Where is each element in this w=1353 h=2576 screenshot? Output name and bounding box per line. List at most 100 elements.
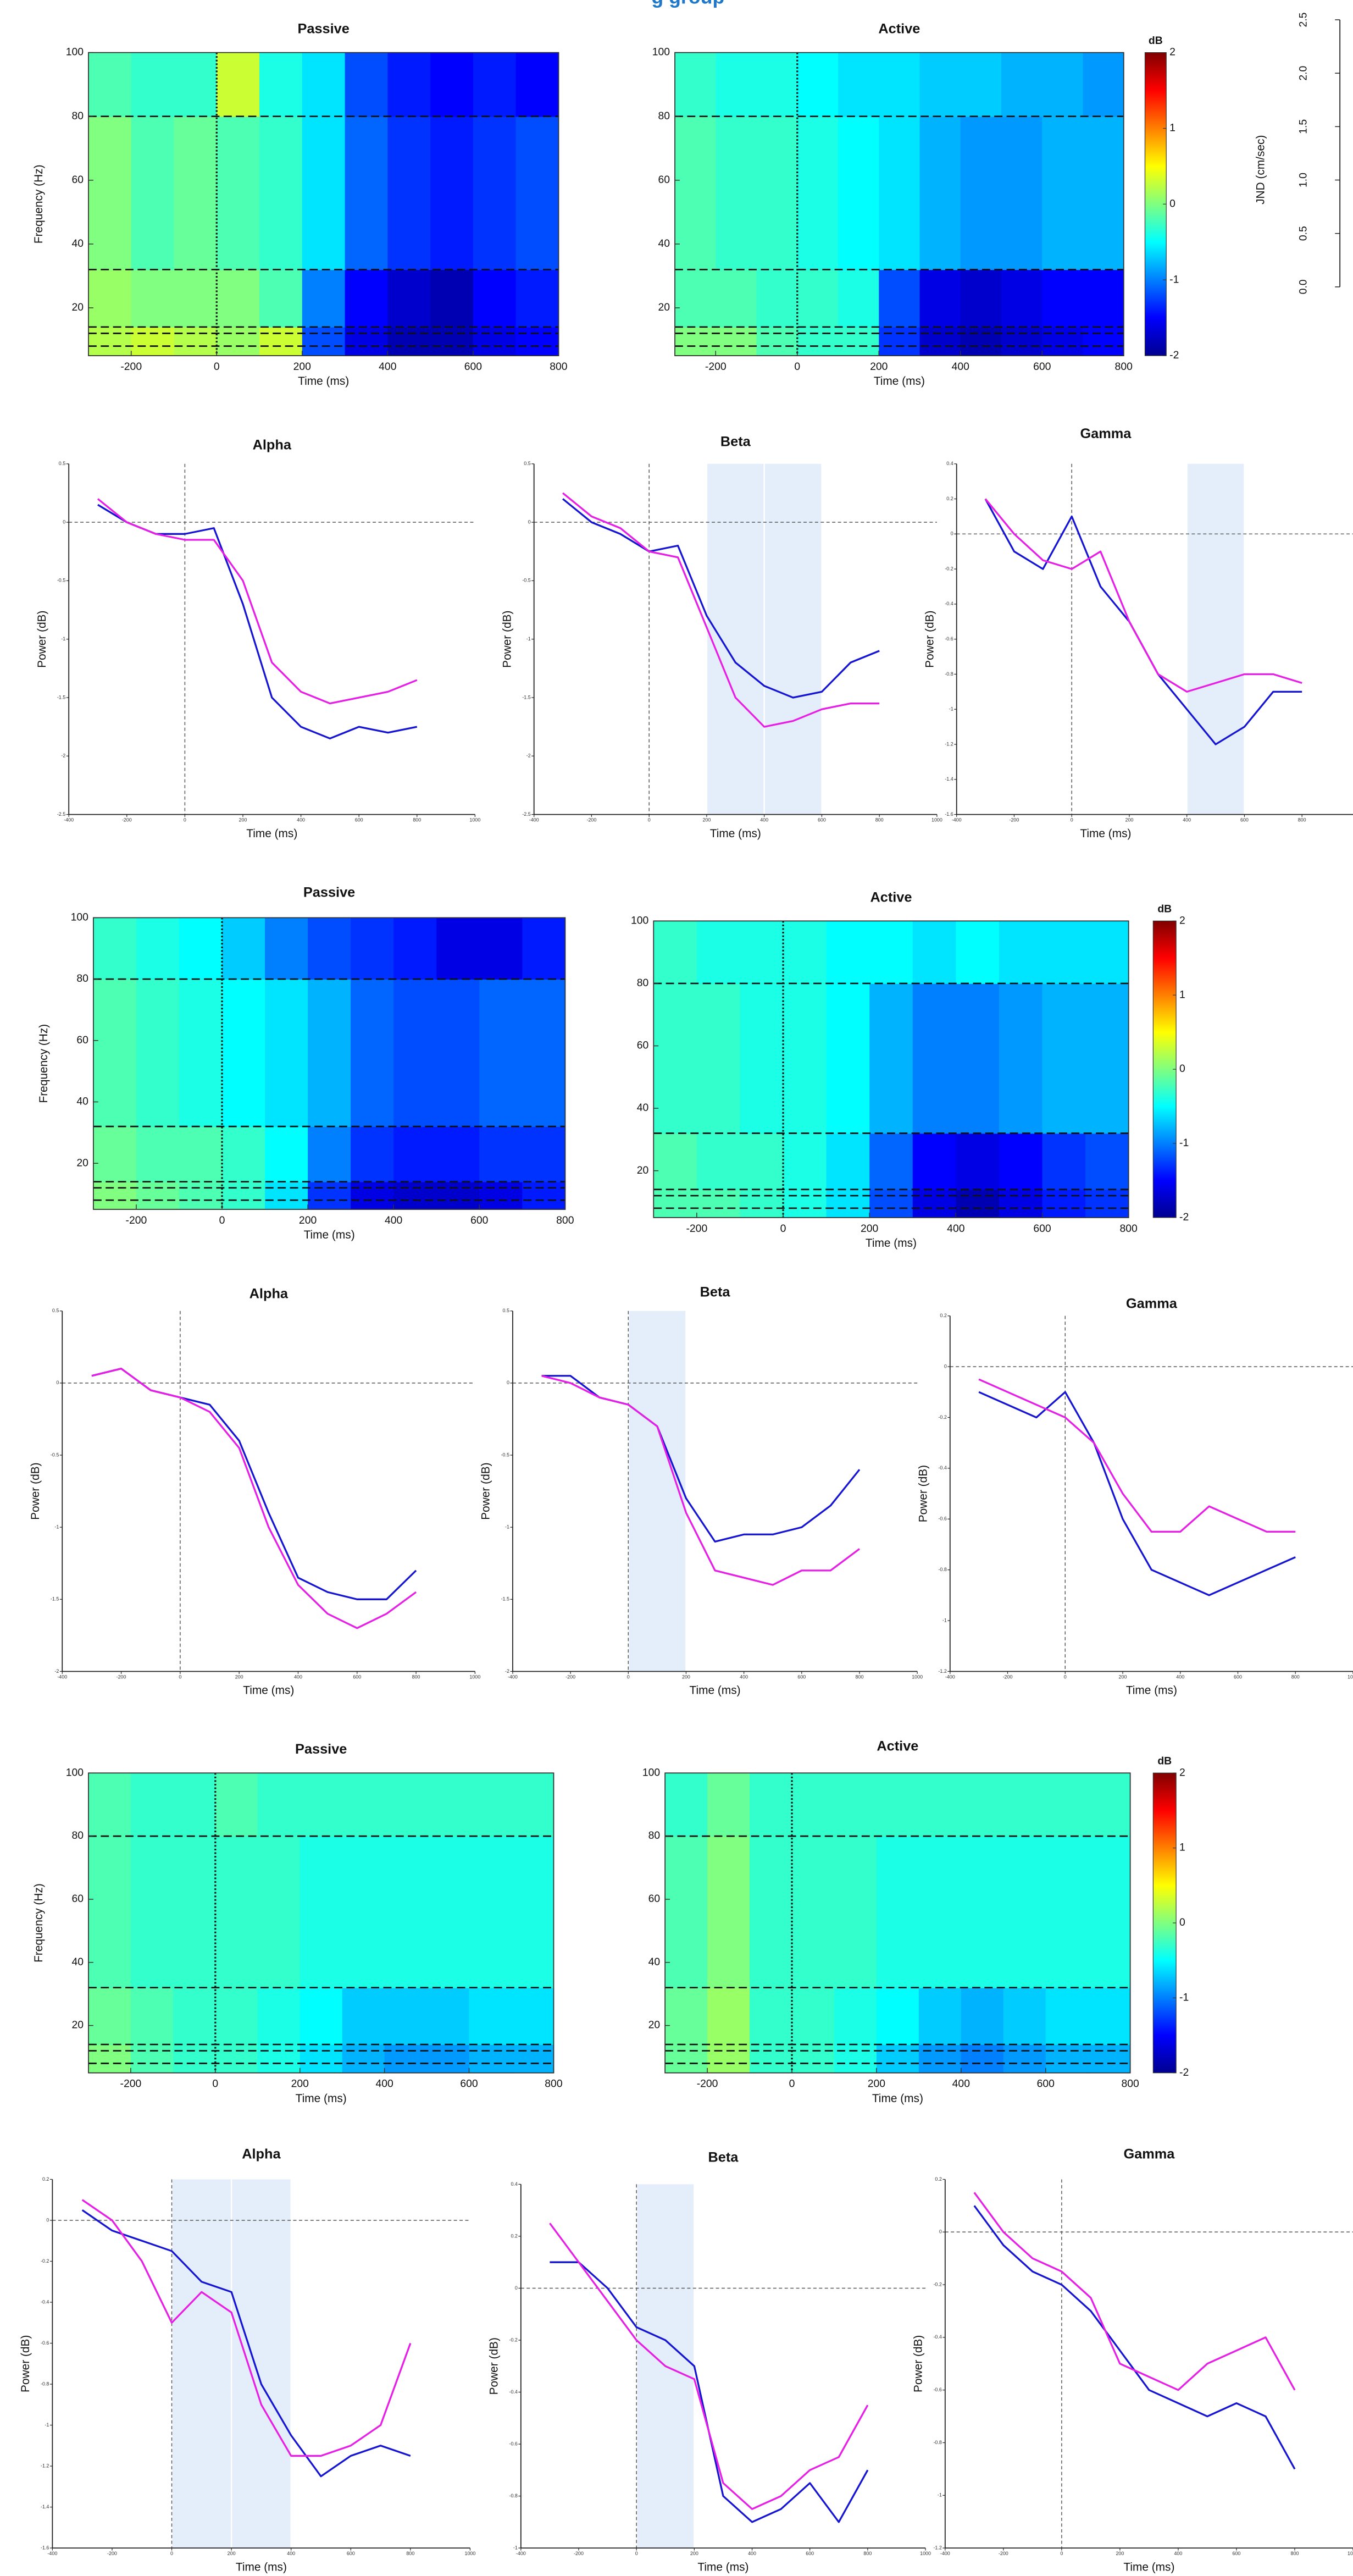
y-axis-label: Power (dB) — [19, 2335, 32, 2392]
x-axis-label: Time (ms) — [1080, 827, 1131, 840]
heat-cell — [511, 2044, 554, 2074]
heat-cell — [393, 1181, 437, 1210]
x-tick-label: 200 — [293, 361, 312, 373]
heat-cell — [1001, 52, 1043, 117]
heat-cell — [387, 327, 431, 356]
y-tick-label: -2.5 — [57, 811, 65, 817]
x-tick-label: 200 — [235, 1674, 243, 1679]
heat-cell — [665, 1836, 708, 1988]
x-tick-label: -200 — [117, 1674, 126, 1679]
heat-cell — [473, 116, 517, 270]
y-tick-label: -0.2 — [945, 566, 953, 571]
x-axis-label: Time (ms) — [296, 2092, 347, 2105]
y-tick-label: -0.4 — [933, 2334, 941, 2340]
chart-title: Alpha — [249, 1286, 289, 1302]
heat-cell — [426, 1836, 470, 1988]
x-tick-label: 400 — [952, 2078, 971, 2090]
x-axis-label: Time (ms) — [246, 827, 297, 840]
series-line — [562, 492, 880, 728]
heat-cell — [88, 269, 132, 328]
chart-title: Beta — [708, 2149, 739, 2165]
y-tick-label: -1 — [942, 1617, 947, 1623]
y-tick-label: -2 — [505, 1668, 509, 1674]
heat-cell — [696, 1189, 741, 1218]
plot-frame — [664, 1772, 1131, 2074]
y-tick-label: 20 — [76, 1157, 88, 1169]
heat-cell — [345, 116, 389, 270]
y-tick-label: 0 — [944, 1363, 947, 1369]
y-tick-label: 20 — [71, 301, 84, 313]
y-tick-label: 60 — [71, 1893, 84, 1905]
heat-cell — [879, 116, 921, 270]
y-tick-label: 0.4 — [511, 2181, 517, 2187]
heat-cell — [511, 1836, 554, 1988]
x-tick-label: -400 — [952, 817, 962, 822]
heat-cell — [696, 983, 741, 1134]
x-tick-label: -200 — [1009, 817, 1019, 822]
heat-cell — [300, 1773, 343, 1837]
heat-cell — [707, 2044, 750, 2074]
y-tick-label: -1 — [61, 636, 65, 642]
heat-cell — [876, 1987, 919, 2045]
x-tick-label: 400 — [1174, 2551, 1182, 2556]
heat-cell — [345, 269, 389, 328]
heat-cell — [1042, 116, 1084, 270]
chart-title: Active — [870, 889, 912, 905]
x-tick-label: 200 — [291, 2078, 309, 2090]
y-tick-label: 1.0 — [1297, 173, 1310, 187]
y-tick-label: -0.5 — [57, 578, 65, 583]
series-line — [541, 1375, 860, 1586]
heat-cell — [351, 1126, 395, 1182]
heat-cell — [342, 1987, 385, 2045]
y-tick-label: -2 — [61, 753, 65, 759]
x-tick-label: 200 — [870, 361, 888, 373]
y-axis-label: JND (cm/sec) — [1255, 135, 1267, 204]
heat-cell — [174, 327, 218, 356]
heat-cell — [653, 983, 697, 1134]
heat-cell — [750, 1773, 792, 1837]
heat-cell — [131, 52, 175, 117]
x-tick-label: -200 — [1003, 1674, 1013, 1679]
heat-cell — [479, 917, 523, 980]
x-axis-label: Time (ms) — [874, 375, 925, 388]
x-tick-label: 400 — [294, 1674, 302, 1679]
x-tick-label: -400 — [47, 2551, 57, 2556]
x-tick-label: 400 — [379, 361, 397, 373]
x-tick-label: -200 — [686, 1223, 707, 1235]
heat-cell — [791, 1836, 835, 1988]
heat-cell — [918, 2044, 962, 2074]
heat-cell — [834, 2044, 877, 2074]
y-axis-label: Power (dB) — [29, 1462, 42, 1519]
heat-cell — [257, 1836, 301, 1988]
heat-cell — [345, 327, 389, 356]
colorbar-tick-label: -1 — [1179, 1991, 1189, 2003]
y-tick-label: 80 — [76, 972, 88, 985]
heat-cell — [515, 269, 559, 328]
y-tick-label: 80 — [648, 1829, 661, 1842]
heat-cell — [826, 983, 870, 1134]
y-tick-label: 80 — [658, 110, 670, 122]
heat-cell — [342, 1836, 385, 1988]
x-tick-label: 800 — [1115, 361, 1133, 373]
heat-cell — [515, 327, 559, 356]
y-tick-label: -1 — [513, 2545, 518, 2550]
heat-cell — [1042, 327, 1084, 356]
y-tick-label: -1.6 — [41, 2545, 49, 2550]
heat-cell — [1085, 1189, 1129, 1218]
x-tick-label: 0 — [212, 2078, 218, 2090]
heat-cell — [1083, 52, 1124, 117]
heat-cell — [93, 979, 137, 1127]
heat-cell — [469, 1987, 512, 2045]
x-tick-label: 800 — [545, 2078, 563, 2090]
y-tick-label: -0.8 — [509, 2493, 517, 2498]
heat-cell — [1088, 1836, 1131, 1988]
y-tick-label: 100 — [71, 911, 89, 923]
series-line — [81, 2199, 412, 2457]
chart-title: Gamma — [1123, 2146, 1175, 2162]
x-tick-label: 400 — [740, 1674, 748, 1679]
x-tick-label: 0 — [184, 817, 186, 822]
heat-cell — [469, 2044, 512, 2074]
y-axis-label: Frequency (Hz) — [32, 164, 45, 244]
y-axis-label: Power (dB) — [924, 611, 936, 668]
y-tick-label: -1.4 — [41, 2504, 49, 2509]
